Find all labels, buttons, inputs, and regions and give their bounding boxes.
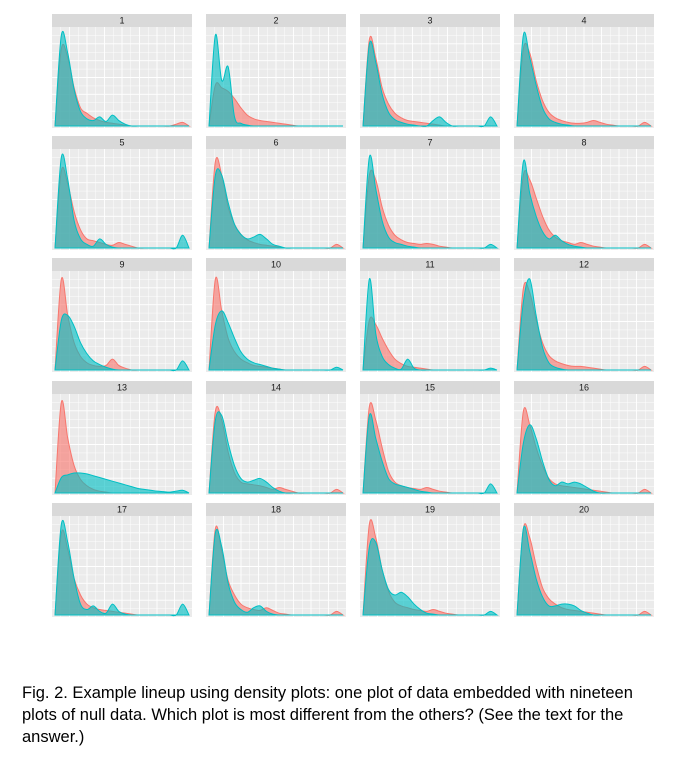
facet-label: 17 xyxy=(117,505,127,515)
facet-panel-5: 5 xyxy=(52,136,192,250)
facet-strip xyxy=(206,503,346,516)
facet-label: 6 xyxy=(273,138,278,148)
facet-label: 18 xyxy=(271,505,281,515)
facet-strip xyxy=(360,503,500,516)
facet-label: 2 xyxy=(273,16,278,26)
density-teal xyxy=(54,472,190,494)
gridlines xyxy=(514,149,654,250)
facet-label: 7 xyxy=(427,138,432,148)
density-teal xyxy=(362,413,498,495)
facet-panel-20: 20 xyxy=(514,503,654,617)
density-teal xyxy=(54,30,189,127)
facet-strip xyxy=(206,14,346,27)
facet-strip xyxy=(52,14,192,27)
density-teal xyxy=(54,519,190,617)
density-teal xyxy=(362,40,498,128)
density-teal xyxy=(516,31,651,127)
gridlines xyxy=(52,516,192,617)
facet-label: 3 xyxy=(427,16,432,26)
density-teal xyxy=(362,538,499,616)
density-teal xyxy=(54,153,190,250)
facet-label: 11 xyxy=(425,260,434,270)
facet-strip xyxy=(360,381,500,394)
facet-label: 9 xyxy=(119,260,124,270)
density-teal xyxy=(208,528,343,616)
facet-panel-2: 2 xyxy=(206,14,346,128)
density-teal xyxy=(516,278,651,371)
facet-panel-13: 13 xyxy=(52,381,192,495)
facet-panel-9: 9 xyxy=(52,258,192,372)
facet-label: 20 xyxy=(579,505,589,515)
facet-strip xyxy=(514,503,654,516)
facet-label: 16 xyxy=(579,383,589,393)
facet-strip xyxy=(360,14,500,27)
facet-panel-4: 4 xyxy=(514,14,654,128)
facet-panel-1: 1 xyxy=(52,14,192,128)
facet-panel-7: 7 xyxy=(360,136,500,250)
facet-strip xyxy=(514,136,654,149)
density-teal xyxy=(516,159,651,249)
facet-panel-3: 3 xyxy=(360,14,500,128)
facet-label: 15 xyxy=(425,383,435,393)
facet-label: 5 xyxy=(119,138,124,148)
density-teal xyxy=(516,424,651,494)
facet-panel-10: 10 xyxy=(206,258,346,372)
facet-strip xyxy=(360,258,500,271)
facet-label: 1 xyxy=(119,16,124,26)
facet-strip xyxy=(52,136,192,149)
facet-panel-6: 6 xyxy=(206,136,346,250)
density-teal xyxy=(362,154,499,249)
facet-panel-12: 12 xyxy=(514,258,654,372)
facet-strip xyxy=(514,258,654,271)
facet-panel-18: 18 xyxy=(206,503,346,617)
facet-label: 8 xyxy=(581,138,586,148)
facet-panel-17: 17 xyxy=(52,503,192,617)
density-teal xyxy=(516,525,651,616)
gridlines xyxy=(206,149,346,250)
facet-panel-15: 15 xyxy=(360,381,500,495)
density-teal xyxy=(208,168,343,249)
facet-strip xyxy=(52,258,192,271)
facet-label: 13 xyxy=(117,383,127,393)
facet-strip xyxy=(206,136,346,149)
facet-panel-14: 14 xyxy=(206,381,346,495)
facet-label: 19 xyxy=(425,505,435,515)
facet-panel-11: 11 xyxy=(360,258,500,372)
facet-strip xyxy=(514,14,654,27)
density-teal xyxy=(208,34,343,127)
facet-panel-16: 16 xyxy=(514,381,654,495)
facet-strip xyxy=(514,381,654,394)
facet-panel-19: 19 xyxy=(360,503,500,617)
density-teal xyxy=(208,411,343,494)
facet-label: 14 xyxy=(271,383,281,393)
facet-label: 12 xyxy=(579,260,589,270)
facet-strip xyxy=(206,381,346,394)
facet-panel-8: 8 xyxy=(514,136,654,250)
density-teal xyxy=(362,278,498,371)
facet-strip xyxy=(206,258,346,271)
facet-label: 10 xyxy=(271,260,281,270)
facet-strip xyxy=(360,136,500,149)
facet-label: 4 xyxy=(581,16,586,26)
density-teal xyxy=(208,310,344,371)
facet-strip xyxy=(52,381,192,394)
density-teal xyxy=(54,313,190,372)
figure-caption: Fig. 2. Example lineup using density plo… xyxy=(22,684,633,746)
facet-strip xyxy=(52,503,192,516)
